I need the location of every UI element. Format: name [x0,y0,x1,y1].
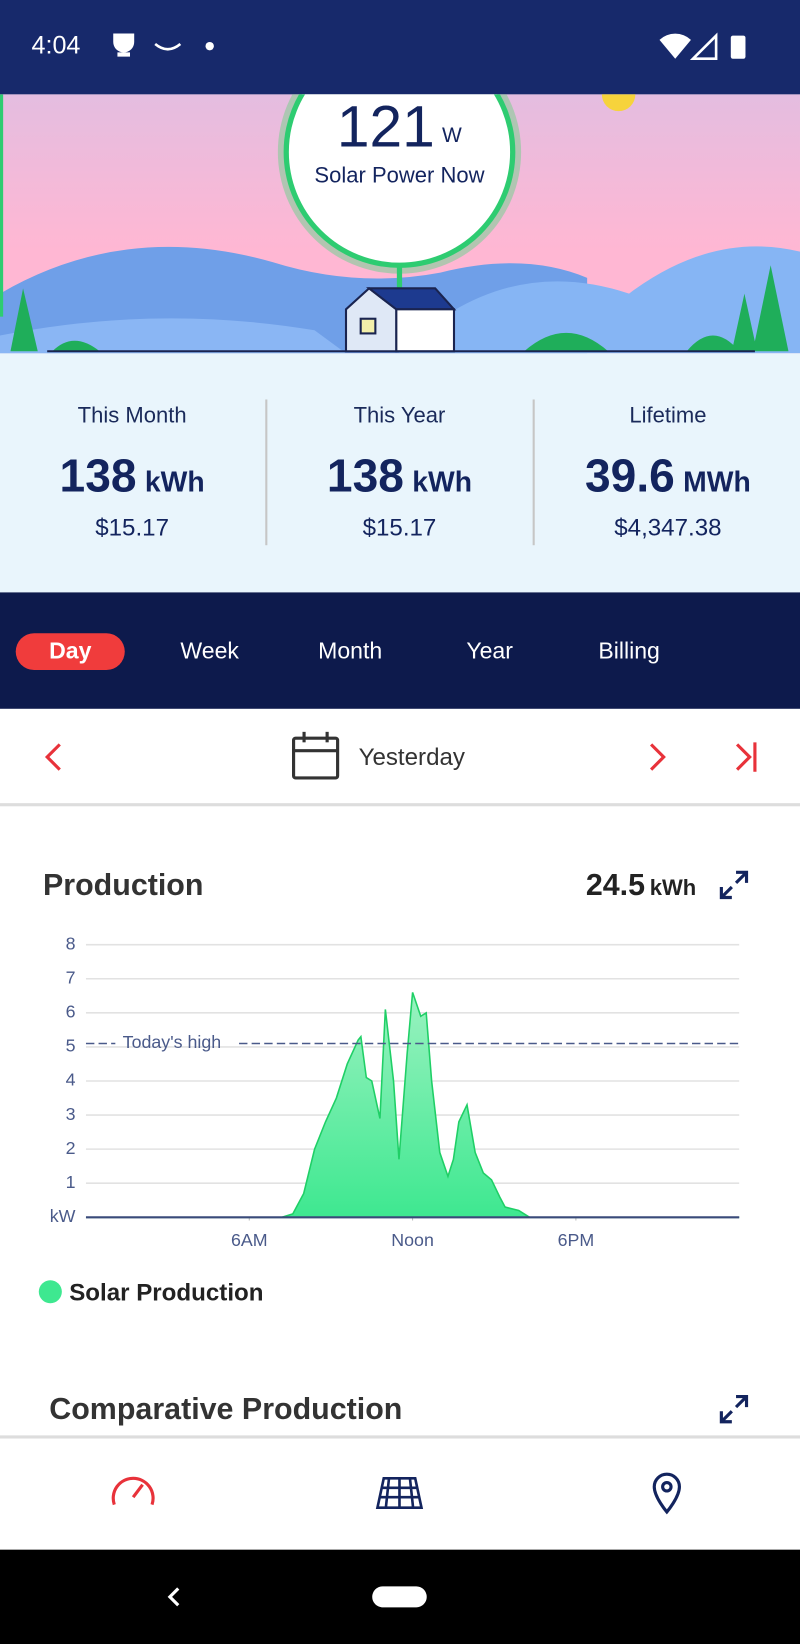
legend-dot [38,1280,62,1304]
stat-unit: MWh [683,466,751,499]
total-unit: kWh [649,876,697,901]
y-tick-label: 7 [66,967,76,987]
stat-savings: $15.17 [362,513,437,541]
clock: 4:04 [31,31,81,60]
stat-unit: kWh [412,466,473,499]
x-tick-label: 6AM [231,1230,268,1250]
status-icons [113,33,214,57]
legend-label: Solar Production [69,1278,264,1306]
next-button[interactable] [650,743,666,771]
y-tick-label: 6 [66,1002,76,1022]
y-tick-label: 2 [66,1138,76,1158]
comparative-title: Comparative Production [49,1392,403,1427]
y-tick-label: kW [50,1206,76,1226]
system-nav-icons [167,1586,427,1608]
y-tick-label: 5 [66,1036,76,1056]
x-tick-label: Noon [391,1230,434,1250]
calendar-icon[interactable] [292,731,340,780]
y-tick-label: 1 [66,1172,76,1192]
y-tick-label: 4 [66,1070,76,1090]
stat-label: This Year [353,403,446,428]
stat-savings: $15.17 [95,513,169,541]
date-nav-icons [44,731,757,780]
stat-number: 39.6 [585,450,675,503]
tab[interactable]: Year [466,637,513,664]
stat-value: 39.6 MWh [585,451,751,503]
stat-value: 138 kWh [60,451,205,503]
bottom-nav [111,1472,681,1515]
expand-icon[interactable] [717,868,751,902]
y-tick-label: 3 [66,1104,76,1124]
divider [532,399,535,546]
dashboard-tab[interactable] [111,1476,155,1506]
divider [265,399,268,546]
stat-number: 138 [59,450,137,503]
tab[interactable]: Week [180,637,239,664]
system-icons [659,32,746,61]
system-tab[interactable] [375,1477,424,1510]
hero-illustration [0,94,800,354]
stats-panel [0,353,800,593]
divider [0,1435,800,1439]
power-value: 121 [336,92,435,159]
date-label[interactable]: Yesterday [358,742,465,771]
production-chart: kW 1 2 3 4 5 6 7 8 6AM Noon 6PM Today's high [50,933,740,1250]
tab[interactable]: Day [49,637,92,664]
power-unit: W [441,124,462,148]
production-title: Production [42,868,204,903]
legend-swatch [38,1280,62,1304]
tab-bar [0,592,800,709]
y-tick-label: 8 [66,933,76,953]
stat-value: 138 kWh [327,451,472,503]
stat-savings: $4,347.38 [614,513,722,541]
x-tick-label: 6PM [558,1230,595,1250]
divider [0,803,800,807]
prev-button[interactable] [44,743,61,771]
stat-label: Lifetime [629,403,707,428]
tab[interactable]: Month [318,637,383,664]
production-total: 24.5 kWh [586,869,696,904]
area [85,992,740,1219]
tab[interactable]: Billing [598,637,660,664]
stat-label: This Month [77,403,187,428]
stat-unit: kWh [144,466,205,499]
stat-number: 138 [326,450,404,503]
expand-icon[interactable] [717,1392,751,1426]
back-button[interactable] [167,1587,180,1607]
home-button[interactable] [372,1586,427,1608]
last-button[interactable] [735,742,757,772]
annotation: Today's high [123,1032,221,1052]
location-tab[interactable] [652,1472,681,1515]
total-value: 24.5 [585,868,646,903]
active-tab-pill[interactable] [15,633,125,670]
power-label: Solar Power Now [314,163,485,188]
